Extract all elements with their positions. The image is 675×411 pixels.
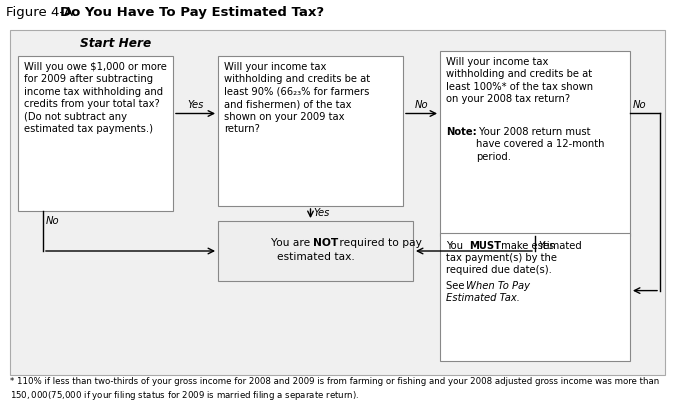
Text: See: See [446, 281, 468, 291]
Text: * 110% if less than two-thirds of your gross income for 2008 and 2009 is from fa: * 110% if less than two-thirds of your g… [10, 377, 659, 402]
Text: Estimated Tax.: Estimated Tax. [446, 293, 520, 303]
Text: No: No [46, 216, 59, 226]
Text: Yes: Yes [538, 241, 554, 251]
Text: Will your income tax
withholding and credits be at
least 100%* of the tax shown
: Will your income tax withholding and cre… [446, 57, 593, 104]
Text: Note:: Note: [446, 127, 477, 137]
Text: Do You Have To Pay Estimated Tax?: Do You Have To Pay Estimated Tax? [60, 6, 324, 19]
Text: No: No [633, 101, 647, 111]
Text: required to pay: required to pay [335, 238, 421, 248]
Bar [10, 30, 665, 375]
Text: Start Here: Start Here [80, 37, 151, 50]
Bar [218, 56, 403, 206]
Text: MUST: MUST [469, 241, 501, 251]
Text: Will you owe $1,000 or more
for 2009 after subtracting
income tax withholding an: Will you owe $1,000 or more for 2009 aft… [24, 62, 167, 134]
Text: tax payment(s) by the: tax payment(s) by the [446, 253, 557, 263]
Text: estimated tax.: estimated tax. [277, 252, 354, 262]
Text: You: You [446, 241, 466, 251]
Text: Your 2008 return must
have covered a 12-month
period.: Your 2008 return must have covered a 12-… [476, 127, 605, 162]
Bar [440, 51, 630, 236]
Text: Yes: Yes [187, 101, 204, 111]
Text: NOT: NOT [313, 238, 339, 248]
Text: You are: You are [271, 238, 313, 248]
Bar [218, 221, 413, 281]
Text: Will your income tax
withholding and credits be at
least 90% (66₂₃% for farmers
: Will your income tax withholding and cre… [224, 62, 370, 134]
Text: required due date(s).: required due date(s). [446, 265, 552, 275]
Bar [440, 233, 630, 361]
Text: Yes: Yes [313, 208, 330, 219]
Text: No: No [414, 101, 429, 111]
Text: Figure 4-A.: Figure 4-A. [6, 6, 77, 19]
Text: When To Pay: When To Pay [466, 281, 530, 291]
Bar [18, 56, 173, 211]
Text: make estimated: make estimated [498, 241, 582, 251]
